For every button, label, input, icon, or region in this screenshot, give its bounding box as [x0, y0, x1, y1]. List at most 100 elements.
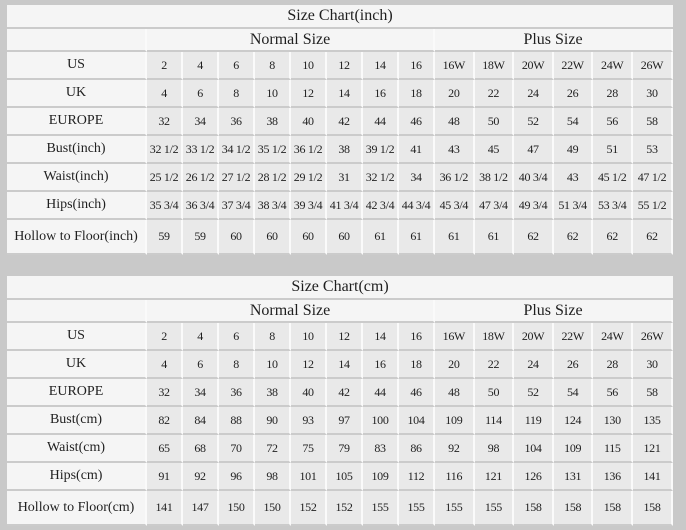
- value-cell: 37 3/4: [219, 192, 256, 220]
- row-label: US: [7, 323, 148, 351]
- group-header-plus-size: Plus Size: [435, 300, 673, 323]
- value-cell: 46: [399, 379, 436, 407]
- value-cell: 62: [593, 220, 634, 255]
- value-cell: 34: [183, 379, 220, 407]
- value-cell: 93: [291, 407, 328, 435]
- value-cell: 42: [327, 108, 364, 136]
- value-cell: 38: [255, 108, 292, 136]
- value-cell: 98: [474, 435, 515, 463]
- value-cell: 130: [593, 407, 634, 435]
- value-cell: 20W: [514, 52, 554, 80]
- value-cell: 47: [514, 136, 554, 164]
- value-cell: 42: [327, 379, 364, 407]
- value-cell: 52: [514, 108, 554, 136]
- value-cell: 155: [435, 491, 475, 526]
- value-cell: 18: [399, 351, 436, 379]
- value-cell: 20: [435, 80, 475, 108]
- row-label: UK: [7, 80, 148, 108]
- value-cell: 38 3/4: [255, 192, 292, 220]
- value-cell: 158: [633, 491, 673, 526]
- value-cell: 30: [633, 351, 673, 379]
- row-label: Waist(inch): [7, 164, 148, 192]
- value-cell: 41: [399, 136, 436, 164]
- table-row: Bust(inch) 32 1/2 33 1/2 34 1/2 35 1/2 36 1/2…: [7, 136, 673, 164]
- value-cell: 58: [633, 108, 673, 136]
- value-cell: 131: [553, 463, 594, 491]
- value-cell: 59: [147, 220, 184, 255]
- value-cell: 155: [399, 491, 436, 526]
- value-cell: 147: [183, 491, 220, 526]
- value-cell: 8: [255, 323, 292, 351]
- value-cell: 2: [147, 323, 184, 351]
- value-cell: 46: [399, 108, 436, 136]
- title-row: Size Chart(cm): [7, 276, 673, 300]
- value-cell: 150: [219, 491, 256, 526]
- value-cell: 121: [474, 463, 515, 491]
- value-cell: 68: [183, 435, 220, 463]
- value-cell: 28: [593, 80, 634, 108]
- table-row: US 2 4 6 8 10 12 14 16 16W 18W 20W 22W 24W 26W: [7, 52, 673, 80]
- value-cell: 18: [399, 80, 436, 108]
- value-cell: 16W: [435, 52, 475, 80]
- value-cell: 45: [474, 136, 515, 164]
- value-cell: 104: [514, 435, 554, 463]
- value-cell: 8: [219, 80, 256, 108]
- value-cell: 54: [553, 108, 594, 136]
- table-row: EUROPE 32 34 36 38 40 42 44 46 48 50 52 54 56 58: [7, 379, 673, 407]
- value-cell: 44 3/4: [399, 192, 436, 220]
- value-cell: 38: [327, 136, 364, 164]
- value-cell: 83: [363, 435, 400, 463]
- value-cell: 6: [219, 323, 256, 351]
- value-cell: 10: [291, 52, 328, 80]
- value-cell: 61: [363, 220, 400, 255]
- value-cell: 26 1/2: [183, 164, 220, 192]
- value-cell: 158: [593, 491, 634, 526]
- value-cell: 61: [435, 220, 475, 255]
- value-cell: 36 1/2: [291, 136, 328, 164]
- value-cell: 96: [219, 463, 256, 491]
- value-cell: 59: [183, 220, 220, 255]
- value-cell: 50: [474, 379, 515, 407]
- table-row: Hips(inch) 35 3/4 36 3/4 37 3/4 38 3/4 39 3/4…: [7, 192, 673, 220]
- row-label: US: [7, 52, 148, 80]
- group-header-normal-size: Normal Size: [147, 29, 436, 52]
- row-label: Hollow to Floor(inch): [7, 220, 148, 255]
- value-cell: 109: [435, 407, 475, 435]
- value-cell: 28: [593, 351, 634, 379]
- value-cell: 30: [633, 80, 673, 108]
- table-row: US 2 4 6 8 10 12 14 16 16W 18W 20W 22W 24W 26W: [7, 323, 673, 351]
- value-cell: 14: [363, 323, 400, 351]
- table-title: Size Chart(cm): [7, 276, 673, 300]
- value-cell: 45 3/4: [435, 192, 475, 220]
- value-cell: 38 1/2: [474, 164, 515, 192]
- value-cell: 44: [363, 108, 400, 136]
- value-cell: 72: [255, 435, 292, 463]
- value-cell: 40: [291, 379, 328, 407]
- value-cell: 47 1/2: [633, 164, 673, 192]
- value-cell: 62: [514, 220, 554, 255]
- value-cell: 31: [327, 164, 364, 192]
- value-cell: 36: [219, 379, 256, 407]
- title-row: Size Chart(inch): [7, 5, 673, 29]
- value-cell: 114: [474, 407, 515, 435]
- value-cell: 158: [553, 491, 594, 526]
- row-label: Waist(cm): [7, 435, 148, 463]
- value-cell: 62: [633, 220, 673, 255]
- value-cell: 56: [593, 379, 634, 407]
- value-cell: 101: [291, 463, 328, 491]
- value-cell: 24W: [593, 323, 634, 351]
- value-cell: 56: [593, 108, 634, 136]
- value-cell: 97: [327, 407, 364, 435]
- row-label: Hips(inch): [7, 192, 148, 220]
- value-cell: 49 3/4: [514, 192, 554, 220]
- value-cell: 79: [327, 435, 364, 463]
- value-cell: 22: [474, 80, 515, 108]
- value-cell: 92: [183, 463, 220, 491]
- value-cell: 70: [219, 435, 256, 463]
- value-cell: 43: [553, 164, 594, 192]
- table-row: EUROPE 32 34 36 38 40 42 44 46 48 50 52 54 56 58: [7, 108, 673, 136]
- row-label: EUROPE: [7, 379, 148, 407]
- value-cell: 32: [147, 379, 184, 407]
- value-cell: 84: [183, 407, 220, 435]
